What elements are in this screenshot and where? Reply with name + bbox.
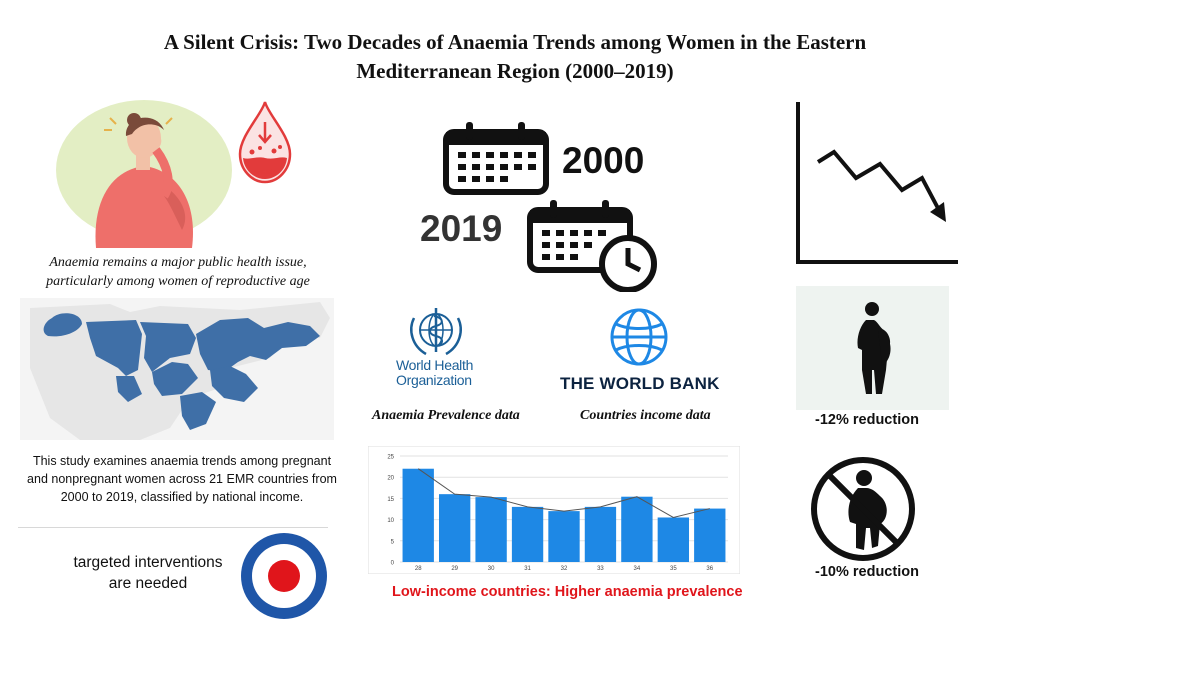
world-bank-globe-icon: [610, 308, 668, 366]
x-tick-label: 28: [415, 566, 422, 572]
y-tick-label: 0: [391, 561, 395, 567]
y-tick-label: 15: [387, 497, 394, 503]
income-data-label: Countries income data: [580, 408, 711, 423]
title-line-2: Mediterranean Region (2000–2019): [356, 59, 674, 83]
x-tick-label: 32: [561, 566, 568, 572]
pregnant-reduction: -12% reduction: [815, 412, 919, 428]
year-end: 2019: [420, 208, 503, 249]
bar: [402, 468, 434, 562]
bar: [475, 497, 507, 562]
trend-line: [417, 468, 710, 519]
x-tick-label: 33: [597, 566, 604, 572]
bar: [694, 508, 726, 562]
y-tick-label: 10: [387, 518, 394, 524]
interventions-line-1: targeted interventions: [73, 554, 223, 571]
anaemia-caption-line-1: Anaemia remains a major public health is…: [49, 255, 307, 270]
bar: [621, 496, 653, 562]
study-line-1: This study examines anaemia trends among…: [32, 454, 332, 468]
bar: [438, 494, 471, 562]
interventions-text: targeted interventions are needed: [58, 552, 238, 594]
page-title: A Silent Crisis: Two Decades of Anaemia …: [80, 28, 950, 86]
bar: [584, 506, 617, 562]
bar: [511, 506, 544, 562]
prevalence-data-label: Anaemia Prevalence data: [372, 408, 520, 423]
x-tick-label: 30: [488, 566, 495, 572]
pregnant-woman-icon: [796, 286, 949, 410]
bar: [548, 511, 580, 562]
y-tick-label: 20: [387, 476, 394, 482]
who-emblem-icon: [410, 308, 462, 356]
x-tick-label: 35: [670, 566, 677, 572]
nonpregnant-reduction: -10% reduction: [815, 564, 919, 580]
study-description: This study examines anaemia trends among…: [22, 452, 342, 506]
x-tick-label: 31: [524, 566, 531, 572]
divider-line: [18, 527, 328, 528]
year-start: 2000: [562, 140, 645, 181]
y-tick-label: 5: [391, 539, 395, 545]
who-logo-text: World Health Organization: [396, 358, 473, 388]
x-tick-label: 34: [634, 566, 641, 572]
title-line-1: A Silent Crisis: Two Decades of Anaemia …: [163, 30, 867, 54]
calendar-icon: [443, 122, 549, 195]
emr-map: [20, 298, 334, 440]
no-pregnancy-icon: [811, 457, 915, 561]
woman-headache-icon: [56, 100, 232, 248]
anaemia-caption: Anaemia remains a major public health is…: [20, 253, 336, 291]
y-tick-label: 25: [387, 455, 394, 461]
study-line-3: 2000 to 2019, classified by national inc…: [60, 490, 304, 504]
chart-caption: Low-income countries: Higher anaemia pre…: [392, 584, 743, 600]
calendar-clock-icon: [527, 200, 657, 292]
declining-trend-icon: [796, 102, 958, 264]
who-line-1: World Health: [396, 357, 474, 373]
prevalence-bar-chart: 28 29 30 31 32 33 34 35 36 0 5 10 15 20 25: [368, 446, 740, 574]
study-line-2: and nonpregnant women across 21 EMR coun…: [27, 472, 337, 486]
x-tick-label: 29: [451, 566, 458, 572]
who-line-2: Organization: [396, 372, 472, 388]
anemia-label: ANEMIA: [253, 170, 277, 176]
target-icon: [241, 533, 327, 619]
anemia-blood-drop-icon: [238, 101, 292, 184]
world-bank-logo-text: THE WORLD BANK: [560, 374, 720, 393]
anaemia-caption-line-2: particularly among women of reproductive…: [46, 274, 310, 289]
x-tick-label: 36: [706, 566, 713, 572]
bar: [657, 517, 690, 562]
interventions-line-2: are needed: [108, 575, 188, 592]
